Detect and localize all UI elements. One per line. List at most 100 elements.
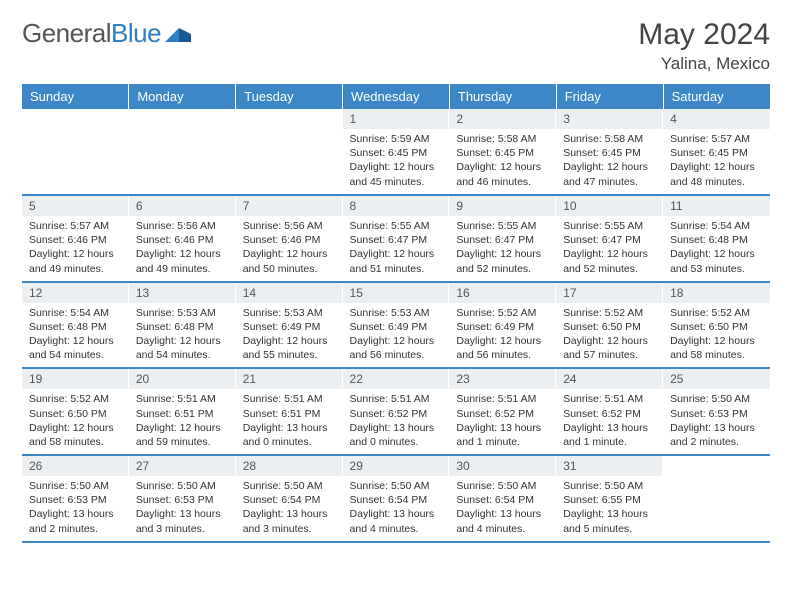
day-number: 11 bbox=[663, 196, 770, 216]
day-details: Sunrise: 5:55 AMSunset: 6:47 PMDaylight:… bbox=[343, 216, 450, 281]
day-number: 31 bbox=[556, 456, 663, 476]
day-number: 17 bbox=[556, 283, 663, 303]
day-number: 9 bbox=[449, 196, 556, 216]
day-number: 29 bbox=[343, 456, 450, 476]
calendar-day-cell: 7Sunrise: 5:56 AMSunset: 6:46 PMDaylight… bbox=[236, 195, 343, 282]
calendar-day-cell: 23Sunrise: 5:51 AMSunset: 6:52 PMDayligh… bbox=[449, 368, 556, 455]
day-details: Sunrise: 5:54 AMSunset: 6:48 PMDaylight:… bbox=[22, 303, 129, 368]
logo-part2: Blue bbox=[111, 18, 161, 49]
calendar-day-cell: 8Sunrise: 5:55 AMSunset: 6:47 PMDaylight… bbox=[343, 195, 450, 282]
day-number bbox=[663, 456, 770, 476]
day-details: Sunrise: 5:52 AMSunset: 6:50 PMDaylight:… bbox=[22, 389, 129, 454]
day-number: 16 bbox=[449, 283, 556, 303]
day-number: 18 bbox=[663, 283, 770, 303]
calendar-week-row: 5Sunrise: 5:57 AMSunset: 6:46 PMDaylight… bbox=[22, 195, 770, 282]
calendar-day-cell: 21Sunrise: 5:51 AMSunset: 6:51 PMDayligh… bbox=[236, 368, 343, 455]
day-number: 1 bbox=[343, 109, 450, 129]
calendar-week-row: 26Sunrise: 5:50 AMSunset: 6:53 PMDayligh… bbox=[22, 455, 770, 542]
calendar-week-row: 1Sunrise: 5:59 AMSunset: 6:45 PMDaylight… bbox=[22, 109, 770, 195]
day-number: 6 bbox=[129, 196, 236, 216]
day-details: Sunrise: 5:50 AMSunset: 6:53 PMDaylight:… bbox=[22, 476, 129, 541]
calendar-day-cell: 1Sunrise: 5:59 AMSunset: 6:45 PMDaylight… bbox=[343, 109, 450, 195]
day-details: Sunrise: 5:52 AMSunset: 6:50 PMDaylight:… bbox=[663, 303, 770, 368]
day-number: 27 bbox=[129, 456, 236, 476]
calendar-table: SundayMondayTuesdayWednesdayThursdayFrid… bbox=[22, 84, 770, 543]
calendar-day-cell: 10Sunrise: 5:55 AMSunset: 6:47 PMDayligh… bbox=[556, 195, 663, 282]
calendar-day-cell: 12Sunrise: 5:54 AMSunset: 6:48 PMDayligh… bbox=[22, 282, 129, 369]
day-number: 4 bbox=[663, 109, 770, 129]
calendar-day-cell: 6Sunrise: 5:56 AMSunset: 6:46 PMDaylight… bbox=[129, 195, 236, 282]
day-number bbox=[129, 109, 236, 129]
weekday-header: Thursday bbox=[449, 84, 556, 109]
weekday-header-row: SundayMondayTuesdayWednesdayThursdayFrid… bbox=[22, 84, 770, 109]
day-number: 15 bbox=[343, 283, 450, 303]
day-details: Sunrise: 5:50 AMSunset: 6:53 PMDaylight:… bbox=[663, 389, 770, 454]
calendar-day-cell: 5Sunrise: 5:57 AMSunset: 6:46 PMDaylight… bbox=[22, 195, 129, 282]
day-number: 22 bbox=[343, 369, 450, 389]
calendar-day-cell: 19Sunrise: 5:52 AMSunset: 6:50 PMDayligh… bbox=[22, 368, 129, 455]
day-number: 30 bbox=[449, 456, 556, 476]
day-details: Sunrise: 5:59 AMSunset: 6:45 PMDaylight:… bbox=[343, 129, 450, 194]
day-number: 12 bbox=[22, 283, 129, 303]
calendar-day-cell bbox=[22, 109, 129, 195]
day-number: 26 bbox=[22, 456, 129, 476]
day-number: 28 bbox=[236, 456, 343, 476]
day-details: Sunrise: 5:51 AMSunset: 6:52 PMDaylight:… bbox=[556, 389, 663, 454]
day-details: Sunrise: 5:50 AMSunset: 6:54 PMDaylight:… bbox=[449, 476, 556, 541]
calendar-day-cell: 14Sunrise: 5:53 AMSunset: 6:49 PMDayligh… bbox=[236, 282, 343, 369]
day-number: 13 bbox=[129, 283, 236, 303]
day-details: Sunrise: 5:57 AMSunset: 6:46 PMDaylight:… bbox=[22, 216, 129, 281]
calendar-week-row: 12Sunrise: 5:54 AMSunset: 6:48 PMDayligh… bbox=[22, 282, 770, 369]
day-details: Sunrise: 5:50 AMSunset: 6:54 PMDaylight:… bbox=[343, 476, 450, 541]
calendar-day-cell: 28Sunrise: 5:50 AMSunset: 6:54 PMDayligh… bbox=[236, 455, 343, 542]
calendar-day-cell: 27Sunrise: 5:50 AMSunset: 6:53 PMDayligh… bbox=[129, 455, 236, 542]
month-title: May 2024 bbox=[638, 18, 770, 52]
day-number: 5 bbox=[22, 196, 129, 216]
calendar-day-cell: 30Sunrise: 5:50 AMSunset: 6:54 PMDayligh… bbox=[449, 455, 556, 542]
day-number: 7 bbox=[236, 196, 343, 216]
calendar-day-cell: 26Sunrise: 5:50 AMSunset: 6:53 PMDayligh… bbox=[22, 455, 129, 542]
calendar-day-cell: 18Sunrise: 5:52 AMSunset: 6:50 PMDayligh… bbox=[663, 282, 770, 369]
calendar-day-cell: 29Sunrise: 5:50 AMSunset: 6:54 PMDayligh… bbox=[343, 455, 450, 542]
calendar-body: 1Sunrise: 5:59 AMSunset: 6:45 PMDaylight… bbox=[22, 109, 770, 542]
day-details: Sunrise: 5:53 AMSunset: 6:49 PMDaylight:… bbox=[343, 303, 450, 368]
logo-part1: General bbox=[22, 18, 111, 49]
day-details: Sunrise: 5:51 AMSunset: 6:51 PMDaylight:… bbox=[236, 389, 343, 454]
day-details: Sunrise: 5:52 AMSunset: 6:49 PMDaylight:… bbox=[449, 303, 556, 368]
day-details: Sunrise: 5:58 AMSunset: 6:45 PMDaylight:… bbox=[449, 129, 556, 194]
day-details: Sunrise: 5:50 AMSunset: 6:53 PMDaylight:… bbox=[129, 476, 236, 541]
day-number: 20 bbox=[129, 369, 236, 389]
day-details: Sunrise: 5:51 AMSunset: 6:52 PMDaylight:… bbox=[343, 389, 450, 454]
calendar-day-cell: 24Sunrise: 5:51 AMSunset: 6:52 PMDayligh… bbox=[556, 368, 663, 455]
calendar-day-cell: 17Sunrise: 5:52 AMSunset: 6:50 PMDayligh… bbox=[556, 282, 663, 369]
weekday-header: Tuesday bbox=[236, 84, 343, 109]
calendar-day-cell bbox=[129, 109, 236, 195]
calendar-day-cell: 11Sunrise: 5:54 AMSunset: 6:48 PMDayligh… bbox=[663, 195, 770, 282]
day-number: 23 bbox=[449, 369, 556, 389]
day-number: 2 bbox=[449, 109, 556, 129]
day-details: Sunrise: 5:56 AMSunset: 6:46 PMDaylight:… bbox=[236, 216, 343, 281]
day-details: Sunrise: 5:57 AMSunset: 6:45 PMDaylight:… bbox=[663, 129, 770, 194]
day-details: Sunrise: 5:58 AMSunset: 6:45 PMDaylight:… bbox=[556, 129, 663, 194]
day-details: Sunrise: 5:53 AMSunset: 6:48 PMDaylight:… bbox=[129, 303, 236, 368]
day-details: Sunrise: 5:54 AMSunset: 6:48 PMDaylight:… bbox=[663, 216, 770, 281]
calendar-day-cell: 9Sunrise: 5:55 AMSunset: 6:47 PMDaylight… bbox=[449, 195, 556, 282]
header: GeneralBlue May 2024 Yalina, Mexico bbox=[22, 18, 770, 74]
day-number: 24 bbox=[556, 369, 663, 389]
day-details: Sunrise: 5:50 AMSunset: 6:55 PMDaylight:… bbox=[556, 476, 663, 541]
day-details: Sunrise: 5:52 AMSunset: 6:50 PMDaylight:… bbox=[556, 303, 663, 368]
calendar-day-cell: 2Sunrise: 5:58 AMSunset: 6:45 PMDaylight… bbox=[449, 109, 556, 195]
calendar-day-cell: 3Sunrise: 5:58 AMSunset: 6:45 PMDaylight… bbox=[556, 109, 663, 195]
calendar-day-cell: 31Sunrise: 5:50 AMSunset: 6:55 PMDayligh… bbox=[556, 455, 663, 542]
weekday-header: Friday bbox=[556, 84, 663, 109]
weekday-header: Wednesday bbox=[343, 84, 450, 109]
day-details: Sunrise: 5:51 AMSunset: 6:51 PMDaylight:… bbox=[129, 389, 236, 454]
calendar-day-cell: 16Sunrise: 5:52 AMSunset: 6:49 PMDayligh… bbox=[449, 282, 556, 369]
weekday-header: Monday bbox=[129, 84, 236, 109]
day-number: 8 bbox=[343, 196, 450, 216]
calendar-day-cell: 15Sunrise: 5:53 AMSunset: 6:49 PMDayligh… bbox=[343, 282, 450, 369]
calendar-day-cell bbox=[663, 455, 770, 542]
logo-icon bbox=[165, 24, 193, 44]
day-details: Sunrise: 5:50 AMSunset: 6:54 PMDaylight:… bbox=[236, 476, 343, 541]
calendar-day-cell: 22Sunrise: 5:51 AMSunset: 6:52 PMDayligh… bbox=[343, 368, 450, 455]
